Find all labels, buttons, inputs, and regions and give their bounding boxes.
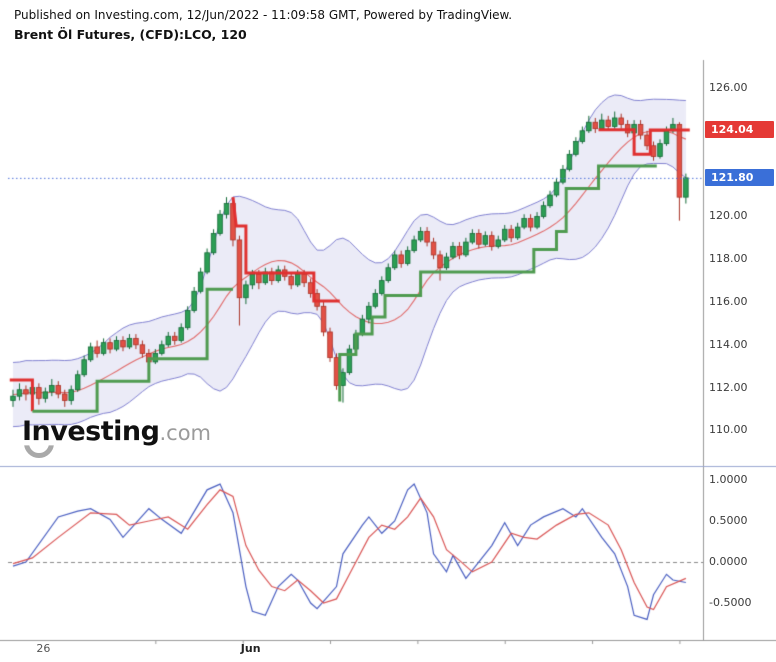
oscillator-tick-label: 0.0000: [709, 555, 748, 568]
price-tick-label: 110.00: [709, 423, 748, 437]
logo-text: Investing: [22, 416, 160, 447]
investing-logo: Investing.com: [22, 416, 211, 460]
x-axis-label: Jun: [240, 642, 261, 655]
price-tick-label: 116.00: [709, 295, 748, 308]
price-tick-label: 126.00: [709, 81, 748, 94]
logo-suffix: .com: [159, 421, 211, 445]
instrument-title: Brent Öl Futures, (CFD):LCO, 120: [14, 27, 247, 42]
oscillator-tick-label: 1.0000: [709, 473, 748, 486]
last-price-badge: 121.80: [705, 168, 774, 186]
x-axis-label: 26: [36, 642, 51, 655]
price-tick-label: 112.00: [709, 380, 748, 394]
stop-price-badge: 124.04: [705, 120, 774, 138]
oscillator-tick-label: 0.5000: [709, 514, 748, 527]
published-line: Published on Investing.com, 12/Jun/2022 …: [14, 8, 513, 22]
price-tick-label: 120.00: [709, 209, 748, 223]
oscillator-tick-label: -0.5000: [709, 596, 752, 609]
price-tick-label: 114.00: [709, 337, 748, 351]
price-tick-label: 118.00: [709, 252, 748, 266]
